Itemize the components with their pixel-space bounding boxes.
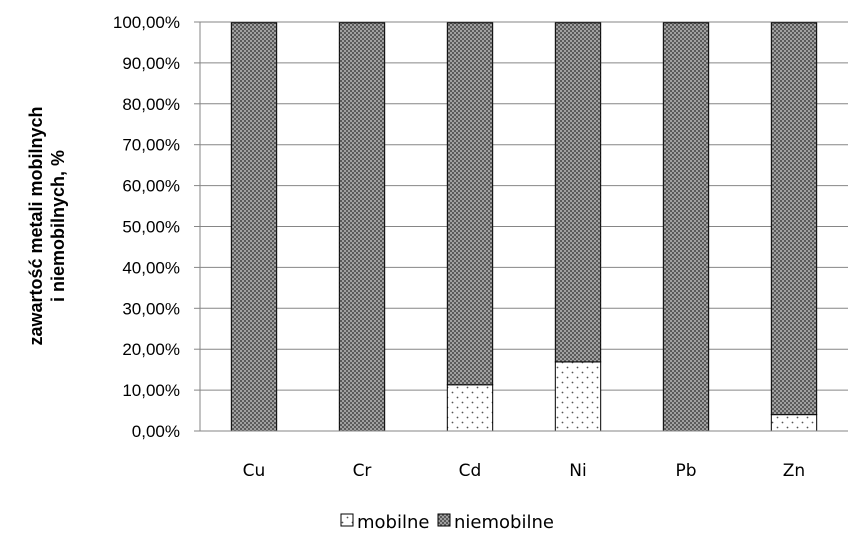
bar-niemobilne-Pb	[662, 22, 710, 432]
legend-label-mobilne: mobilne	[357, 512, 429, 533]
bar-mobilne-Zn	[770, 414, 818, 432]
bar-niemobilne-Ni	[554, 22, 602, 363]
legend: mobilne niemobilne	[340, 512, 554, 533]
y-tick-label: 70,00%	[122, 136, 180, 155]
bar-niemobilne-Cr	[338, 22, 386, 432]
bar-mobilne-Ni	[554, 361, 602, 432]
y-tick-label: 40,00%	[122, 258, 180, 277]
bar-niemobilne-Cd	[446, 22, 494, 386]
y-tick-label: 10,00%	[122, 381, 180, 400]
legend-swatch-niemobilne	[437, 513, 451, 527]
bars	[230, 22, 818, 432]
legend-swatch-mobilne	[340, 513, 354, 527]
y-tick-label: 30,00%	[122, 299, 180, 318]
y-tick-label: 90,00%	[122, 54, 180, 73]
legend-label-niemobilne: niemobilne	[454, 512, 554, 533]
y-axis-label-line-2: i niemobilnych, %	[48, 150, 68, 302]
x-tick-label: Zn	[783, 461, 805, 481]
bar-niemobilne-Cu	[230, 22, 278, 432]
y-tick-label: 0,00%	[132, 422, 180, 441]
x-tick-label: Pb	[675, 461, 696, 481]
x-tick-label: Ni	[569, 461, 586, 481]
y-tick-label: 20,00%	[122, 340, 180, 359]
x-tick-labels: Cu Cr Cd Ni Pb Zn	[243, 461, 806, 481]
x-tick-label: Cd	[459, 461, 482, 481]
y-tick-labels: 0,00% 10,00% 20,00% 30,00% 40,00% 50,00% 60,00…	[113, 13, 200, 441]
y-tick-label: 50,00%	[122, 218, 180, 237]
y-tick-label: 80,00%	[122, 95, 180, 114]
y-axis-label-line-1: zawartość metali mobilnych	[26, 106, 46, 345]
gridlines	[200, 21, 848, 432]
bar-mobilne-Cd	[446, 384, 494, 432]
x-tick-label: Cr	[353, 461, 372, 481]
y-tick-label: 60,00%	[122, 177, 180, 196]
bar-niemobilne-Zn	[770, 22, 818, 416]
x-tick-label: Cu	[243, 461, 266, 481]
y-tick-label: 100,00%	[113, 13, 180, 32]
